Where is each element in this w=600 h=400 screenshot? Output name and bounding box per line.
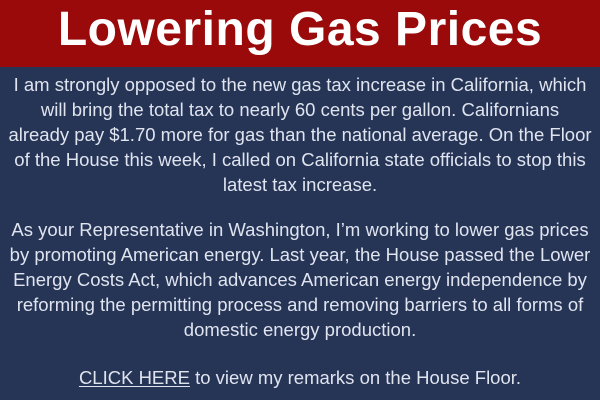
cta-line: CLICK HERE to view my remarks on the Hou… bbox=[0, 365, 600, 390]
text-line: As your Representative in Washington, I’… bbox=[11, 219, 589, 240]
text-line: domestic energy production. bbox=[183, 319, 417, 340]
text-line: reforming the permitting process and rem… bbox=[16, 294, 584, 315]
text-line: will bring the total tax to nearly 60 ce… bbox=[40, 99, 560, 120]
header-banner: Lowering Gas Prices bbox=[0, 0, 600, 67]
text-line: latest tax increase. bbox=[222, 174, 378, 195]
cta-rest-text: to view my remarks on the House Floor. bbox=[189, 367, 522, 388]
body-text-area: I am strongly opposed to the new gas tax… bbox=[0, 67, 600, 390]
text-line: I am strongly opposed to the new gas tax… bbox=[13, 74, 587, 95]
text-line: of the House this week, I called on Cali… bbox=[14, 149, 586, 170]
click-here-link[interactable]: CLICK HERE bbox=[78, 367, 190, 388]
text-line: Energy Costs Act, which advances America… bbox=[13, 269, 587, 290]
text-line: by promoting American energy. Last year,… bbox=[9, 244, 591, 265]
text-line: already pay $1.70 more for gas than the … bbox=[8, 124, 592, 145]
page-title: Lowering Gas Prices bbox=[57, 2, 543, 56]
paragraph-gas-tax: I am strongly opposed to the new gas tax… bbox=[0, 72, 600, 197]
paragraph-american-energy: As your Representative in Washington, I’… bbox=[0, 217, 600, 342]
